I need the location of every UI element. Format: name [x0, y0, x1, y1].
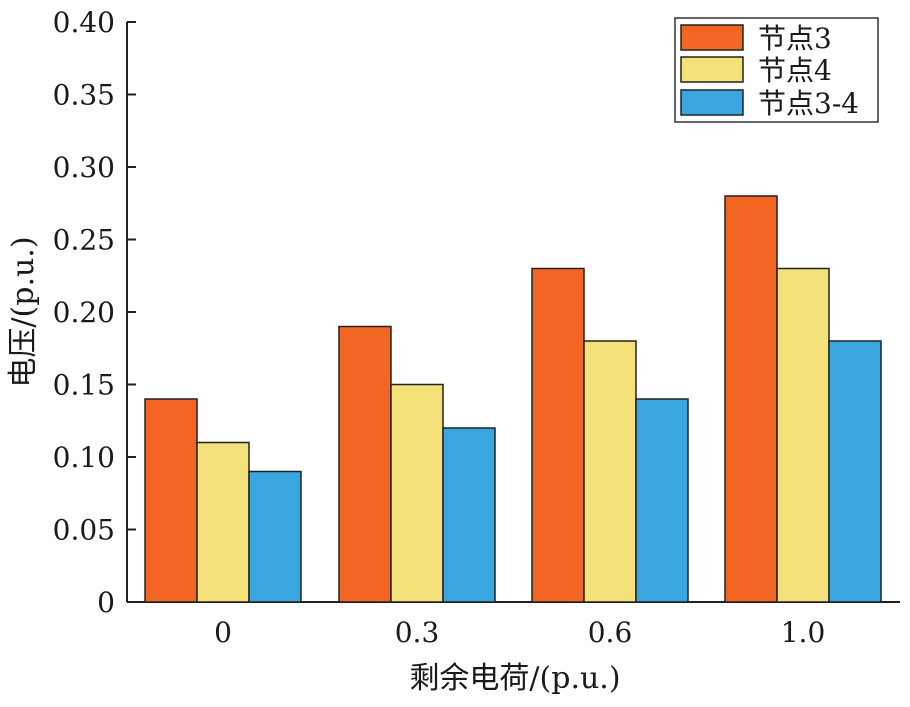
bar-2-0 [531, 267, 585, 603]
bars [144, 195, 882, 603]
bar-1-0 [338, 325, 392, 603]
legend-swatch [680, 56, 744, 83]
bar-3-1 [776, 267, 830, 603]
x-tick-label: 0.6 [588, 616, 633, 649]
legend-swatch [680, 89, 744, 116]
legend-label: 节点3 [758, 22, 832, 55]
bar-1-2 [442, 427, 496, 603]
bar-0-0 [144, 398, 198, 603]
x-tick-label: 1.0 [781, 616, 826, 649]
legend-entry-2: 节点3-4 [680, 87, 859, 120]
legend-label: 节点3-4 [758, 87, 859, 120]
legend-entry-1: 节点4 [680, 54, 832, 87]
y-tick-label: 0.20 [53, 296, 115, 329]
bar-2-2 [635, 398, 689, 603]
y-tick-label: 0.35 [53, 79, 115, 112]
x-axis-title: 剩余电荷/(p.u.) [409, 661, 620, 696]
tick-labels: 0 0.05 0.10 0.15 0.20 0.25 0.30 0.35 0.40 0 0.3 0.6… [53, 6, 826, 649]
bar-3-2 [828, 340, 882, 603]
y-tick-label: 0.15 [53, 369, 115, 402]
bar-2-1 [583, 340, 637, 603]
y-tick-label: 0.05 [53, 514, 115, 547]
legend-label: 节点4 [758, 54, 832, 87]
x-tick-label: 0 [214, 616, 232, 649]
y-tick-label: 0.10 [53, 441, 115, 474]
legend-entry-0: 节点3 [680, 22, 832, 55]
bar-0-1 [196, 441, 250, 603]
y-tick-label: 0 [97, 586, 115, 619]
bar-1-1 [390, 383, 444, 603]
y-tick-label: 0.30 [53, 151, 115, 184]
legend-swatch [680, 24, 744, 51]
bar-3-0 [724, 195, 778, 603]
y-axis-title: 电压/(p.u.) [6, 236, 41, 387]
x-tick-label: 0.3 [395, 616, 440, 649]
bar-0-2 [248, 470, 302, 603]
y-tick-label: 0.25 [53, 224, 115, 257]
legend: 节点3 节点4 节点3-4 [674, 17, 879, 123]
y-tick-label: 0.40 [53, 6, 115, 39]
